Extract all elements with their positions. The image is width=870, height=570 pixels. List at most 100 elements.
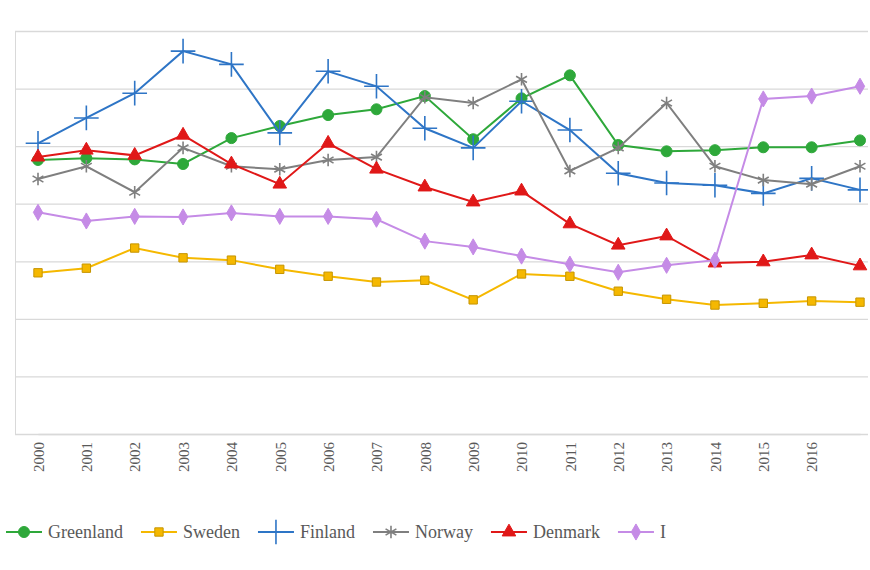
x-tick: 2008 xyxy=(418,434,434,472)
series-marker xyxy=(275,208,284,224)
series-marker xyxy=(856,298,864,306)
series-marker xyxy=(710,160,721,173)
series-marker xyxy=(323,208,332,224)
series-marker xyxy=(855,78,864,94)
series-marker xyxy=(178,158,189,169)
y-tick xyxy=(15,204,868,205)
series-marker xyxy=(131,244,139,252)
series-marker xyxy=(848,178,868,203)
x-tick: 2015 xyxy=(756,434,772,472)
series-marker xyxy=(661,97,672,110)
series-marker xyxy=(805,247,819,259)
series-marker xyxy=(807,88,816,104)
legend-label: Finland xyxy=(300,522,355,542)
y-tick xyxy=(15,89,868,90)
grid-line xyxy=(15,31,868,32)
grid-line xyxy=(15,88,868,89)
series-marker xyxy=(372,211,381,227)
series-marker xyxy=(219,52,244,77)
x-tick: 2014 xyxy=(708,434,724,472)
x-tick: 2002 xyxy=(127,434,143,472)
series-marker xyxy=(516,73,527,86)
x-tick-label: 2011 xyxy=(563,442,579,471)
series-marker xyxy=(130,208,139,224)
legend-entry: I xyxy=(618,522,666,542)
series-marker xyxy=(564,165,575,178)
series-marker xyxy=(469,239,478,255)
series-marker xyxy=(614,287,622,295)
chart: 2000200120022003200420052006200720082009… xyxy=(0,0,870,570)
series-marker xyxy=(372,278,380,286)
series-marker xyxy=(80,142,94,154)
legend-entry: Sweden xyxy=(141,522,240,542)
series-marker xyxy=(461,136,486,161)
x-tick: 2010 xyxy=(514,434,530,472)
series-marker xyxy=(74,106,99,131)
x-tick-label: 2012 xyxy=(611,442,627,472)
series-marker xyxy=(418,179,432,191)
y-tick xyxy=(15,434,868,435)
series-marker xyxy=(225,156,239,168)
series-marker xyxy=(82,264,90,272)
x-axis: 2000200120022003200420052006200720082009… xyxy=(31,434,861,472)
series-marker xyxy=(566,272,574,280)
x-tick: 2004 xyxy=(224,434,240,472)
legend-entry: Norway xyxy=(373,522,473,542)
x-tick-label: 2006 xyxy=(321,442,337,473)
series-marker xyxy=(758,174,769,187)
legend-entry: Greenland xyxy=(6,522,123,542)
y-tick xyxy=(15,319,868,320)
series-marker xyxy=(178,142,189,155)
series-line xyxy=(38,86,860,272)
series-line xyxy=(38,135,860,266)
legend-label: Greenland xyxy=(48,522,123,542)
series-marker xyxy=(273,176,287,188)
y-tick xyxy=(15,146,868,147)
series-marker xyxy=(323,110,334,121)
x-axis-line xyxy=(39,434,861,435)
series-marker xyxy=(564,70,575,81)
series-line xyxy=(38,79,860,192)
x-tick: 2003 xyxy=(176,434,192,472)
series-marker xyxy=(81,160,92,173)
x-tick-label: 2005 xyxy=(273,442,289,472)
series-marker xyxy=(274,163,285,176)
x-tick-label: 2016 xyxy=(804,442,820,473)
y-axis-line xyxy=(16,32,869,435)
series-marker xyxy=(413,116,438,141)
series-marker xyxy=(563,216,577,228)
x-tick: 2016 xyxy=(804,434,820,472)
legend: Greenland Sweden Finland Norway Denmark I xyxy=(6,520,666,545)
series-marker xyxy=(267,121,292,146)
series-marker xyxy=(662,257,671,273)
series-marker xyxy=(509,89,534,114)
x-tick: 2000 xyxy=(31,434,47,472)
series-marker xyxy=(661,146,672,157)
series-marker xyxy=(34,269,42,277)
series-marker xyxy=(421,276,429,284)
series-marker xyxy=(853,258,867,270)
series-marker xyxy=(323,154,334,167)
x-tick-label: 2010 xyxy=(514,442,530,472)
series-line xyxy=(38,248,860,305)
x-tick: 2005 xyxy=(273,434,289,472)
legend-marker xyxy=(631,524,640,540)
series-marker xyxy=(710,252,719,268)
series-marker xyxy=(33,173,44,186)
series-line xyxy=(38,51,860,193)
x-tick: 2009 xyxy=(466,434,482,472)
series-marker xyxy=(517,248,526,264)
x-tick-label: 2000 xyxy=(31,442,47,472)
x-tick-label: 2003 xyxy=(176,442,192,472)
series-marker xyxy=(324,272,332,280)
series-marker xyxy=(179,254,187,262)
grid-line xyxy=(15,434,868,435)
x-tick-label: 2001 xyxy=(79,442,95,472)
x-tick-label: 2004 xyxy=(224,442,240,473)
legend-label: Denmark xyxy=(533,522,600,542)
legend-marker xyxy=(264,520,289,545)
series-marker xyxy=(171,39,196,64)
x-tick-label: 2009 xyxy=(466,442,482,472)
series-marker xyxy=(515,183,529,195)
series-marker xyxy=(128,148,142,160)
